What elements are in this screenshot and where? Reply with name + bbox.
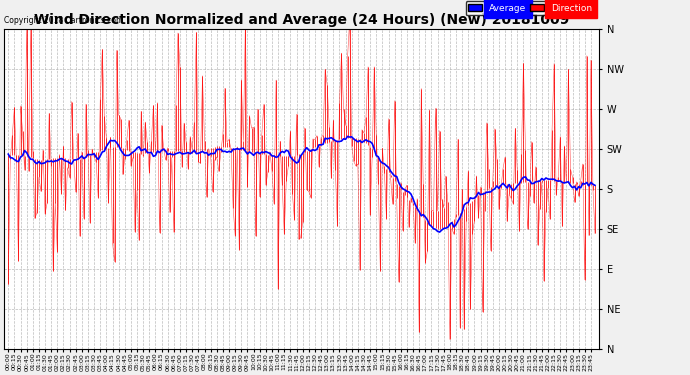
Text: Copyright 2018 Cartronics.com: Copyright 2018 Cartronics.com [4, 16, 124, 25]
Title: Wind Direction Normalized and Average (24 Hours) (New) 20181009: Wind Direction Normalized and Average (2… [34, 13, 569, 27]
Legend: Average, Direction: Average, Direction [466, 1, 595, 15]
